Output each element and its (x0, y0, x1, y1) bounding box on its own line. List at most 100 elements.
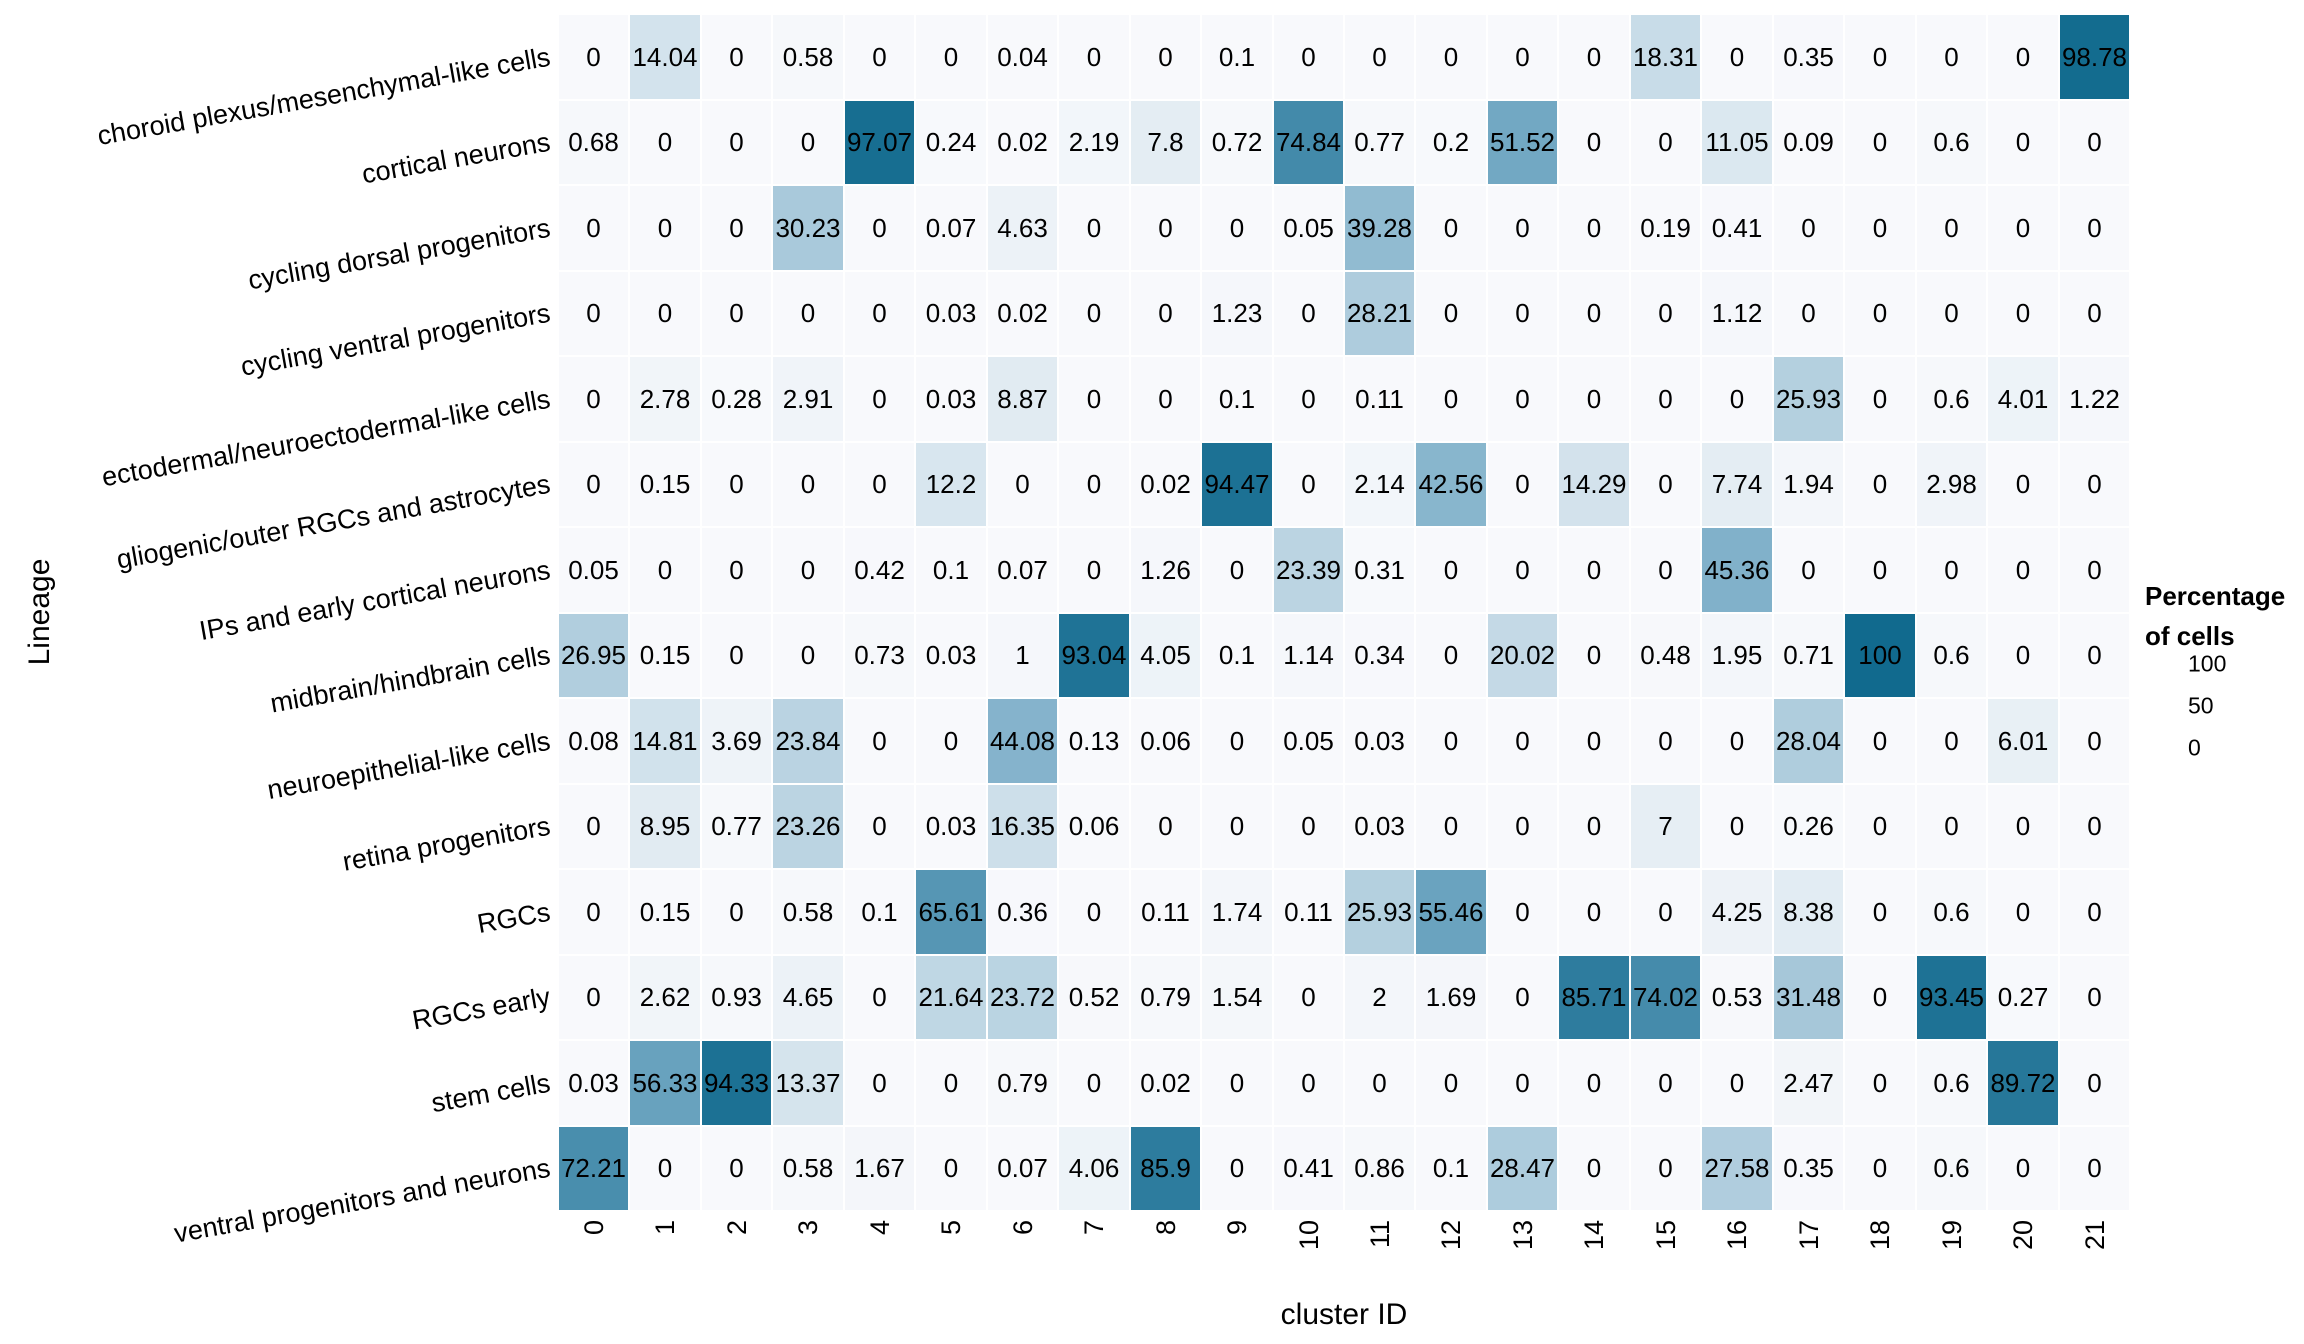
heatmap-cell: 0 (1274, 956, 1343, 1039)
x-axis-tick-label: 8 (1150, 1220, 1181, 1236)
heatmap-cell: 0.6 (1917, 1127, 1986, 1210)
heatmap-cell: 0.07 (988, 1127, 1057, 1210)
heatmap-cell: 0 (1845, 699, 1915, 783)
heatmap-cell: 0.11 (1345, 357, 1414, 441)
heatmap-cell: 0 (702, 101, 771, 184)
heatmap-cell: 97.07 (845, 101, 914, 184)
heatmap-cell: 0 (1416, 15, 1486, 99)
heatmap-cell: 0 (1202, 186, 1272, 270)
heatmap-cell: 0 (1488, 785, 1557, 868)
heatmap-cell: 0 (702, 528, 771, 612)
heatmap-cell: 0 (1988, 528, 2058, 612)
heatmap-cell: 0 (1488, 357, 1557, 441)
heatmap-cell: 6.01 (1988, 699, 2058, 783)
x-axis-tick-label: 7 (1079, 1220, 1109, 1236)
heatmap-cell: 0.03 (916, 272, 986, 355)
heatmap-cell: 0.48 (1631, 614, 1700, 697)
heatmap-cell: 94.47 (1202, 443, 1272, 526)
heatmap-cell: 0 (773, 272, 843, 355)
legend-tick-label: 100 (2188, 650, 2227, 677)
heatmap-cell: 8.95 (630, 785, 700, 868)
heatmap-cell: 0 (1131, 357, 1200, 441)
heatmap-cell: 0 (702, 15, 771, 99)
heatmap-cell: 0 (916, 1127, 986, 1210)
heatmap-cell: 28.21 (1345, 272, 1414, 355)
heatmap-cell: 0.71 (1774, 614, 1843, 697)
heatmap-cell: 0 (1631, 528, 1700, 612)
heatmap-cell: 0 (1845, 785, 1915, 868)
heatmap-cell: 7.74 (1702, 443, 1772, 526)
heatmap-cell: 1.54 (1202, 956, 1272, 1039)
heatmap-cell: 0 (1702, 699, 1772, 783)
heatmap-cell: 0 (559, 272, 628, 355)
heatmap-cell: 0.73 (845, 614, 914, 697)
x-axis-tick-label: 12 (1436, 1220, 1466, 1251)
heatmap-cell: 1.74 (1202, 870, 1272, 954)
heatmap-cell: 0 (559, 956, 628, 1039)
heatmap-cell: 0 (1274, 785, 1343, 868)
heatmap-cell: 0 (1488, 1041, 1557, 1125)
y-axis-tick-label: cycling ventral progenitors (238, 297, 553, 382)
heatmap-cell: 0 (2060, 785, 2129, 868)
heatmap-cell: 0 (845, 1041, 914, 1125)
y-axis-tick-label: midbrain/hindbrain cells (267, 639, 553, 719)
heatmap-cell: 0 (1845, 1041, 1915, 1125)
heatmap-cell: 0 (2060, 528, 2129, 612)
heatmap-cell: 0.79 (1131, 956, 1200, 1039)
heatmap-cell: 0.6 (1917, 614, 1986, 697)
heatmap-cell: 2.47 (1774, 1041, 1843, 1125)
heatmap-cell: 94.33 (702, 1041, 771, 1125)
legend-tick-dash (2169, 705, 2178, 708)
heatmap-cell: 0.02 (988, 101, 1057, 184)
heatmap-cell: 0.03 (559, 1041, 628, 1125)
heatmap-cell: 1.94 (1774, 443, 1843, 526)
y-axis-tick-label: ectodermal/neuroectodermal-like cells (99, 383, 553, 492)
heatmap-cell: 2.62 (630, 956, 700, 1039)
x-axis-tick-label: 5 (936, 1220, 966, 1236)
heatmap-cell: 2.14 (1345, 443, 1414, 526)
heatmap-cell: 12.2 (916, 443, 986, 526)
y-axis-tick-label: retina progenitors (340, 810, 553, 878)
heatmap-cell: 0 (916, 1041, 986, 1125)
y-axis-tick-label: cortical neurons (359, 126, 553, 190)
heatmap-cell: 0 (1631, 443, 1700, 526)
heatmap-cell: 0 (1488, 272, 1557, 355)
heatmap-cell: 0 (1845, 1127, 1915, 1210)
heatmap-cell: 2.19 (1059, 101, 1129, 184)
heatmap-cell: 0 (1488, 443, 1557, 526)
heatmap-cell: 0 (1631, 101, 1700, 184)
heatmap-cell: 0.58 (773, 1127, 843, 1210)
heatmap-cell: 0 (845, 357, 914, 441)
heatmap-cell: 0 (1845, 870, 1915, 954)
heatmap-cell: 21.64 (916, 956, 986, 1039)
heatmap-cell: 0 (702, 614, 771, 697)
heatmap-cell: 0.24 (916, 101, 986, 184)
heatmap-cell: 0 (773, 614, 843, 697)
heatmap-cell: 89.72 (1988, 1041, 2058, 1125)
heatmap-cell: 0 (2060, 870, 2129, 954)
heatmap-cell: 0.31 (1345, 528, 1414, 612)
x-axis-tick-label: 19 (1936, 1220, 1967, 1251)
heatmap-cell: 0.6 (1917, 870, 1986, 954)
heatmap-cell: 0.07 (916, 186, 986, 270)
heatmap-cell: 0 (1774, 186, 1843, 270)
heatmap-cell: 0 (1131, 186, 1200, 270)
heatmap-cell: 2 (1345, 956, 1414, 1039)
heatmap-cell: 0 (2060, 272, 2129, 355)
heatmap-cell: 0 (1631, 870, 1700, 954)
heatmap-cell: 0 (1559, 528, 1629, 612)
legend-tick-dash (2146, 705, 2155, 708)
heatmap-cell: 55.46 (1416, 870, 1486, 954)
heatmap-cell: 0 (845, 186, 914, 270)
heatmap-cell: 0 (1059, 15, 1129, 99)
heatmap-cell: 25.93 (1774, 357, 1843, 441)
heatmap-cell: 0 (1631, 1041, 1700, 1125)
heatmap-cell: 85.9 (1131, 1127, 1200, 1210)
heatmap-cell: 0.03 (916, 357, 986, 441)
heatmap-cell: 0.1 (1416, 1127, 1486, 1210)
heatmap-cell: 0 (1631, 272, 1700, 355)
x-axis-tick-label: 4 (864, 1220, 895, 1236)
legend-title-line1: Percentage (2145, 581, 2286, 611)
heatmap-cell: 0 (1416, 1041, 1486, 1125)
heatmap-cell: 72.21 (559, 1127, 628, 1210)
